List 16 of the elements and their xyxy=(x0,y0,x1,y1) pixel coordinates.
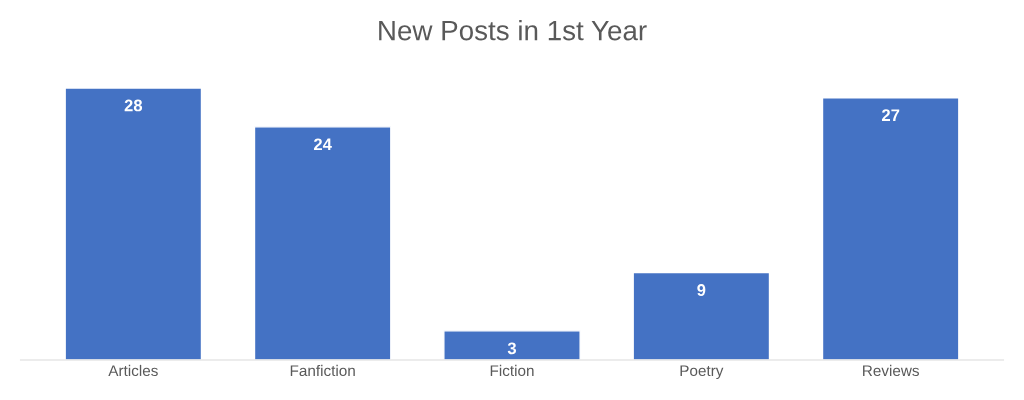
x-tick-label: Poetry xyxy=(680,365,724,380)
bar xyxy=(443,330,581,360)
x-tick-label: Reviews xyxy=(863,364,919,377)
bar xyxy=(253,126,392,360)
x-tick-label: Fiction xyxy=(490,364,534,377)
bar xyxy=(821,97,960,360)
data-label: 28 xyxy=(124,99,143,112)
data-label: 9 xyxy=(697,284,706,296)
data-label: 27 xyxy=(881,109,900,121)
bar xyxy=(64,88,203,360)
x-tick-label: Fanfiction xyxy=(290,364,355,377)
data-label: 3 xyxy=(507,342,517,355)
x-tick-label: Articles xyxy=(108,364,158,377)
bar xyxy=(632,271,771,360)
data-label: 24 xyxy=(313,138,332,151)
chart-title: New Posts in 1st Year xyxy=(379,20,647,41)
